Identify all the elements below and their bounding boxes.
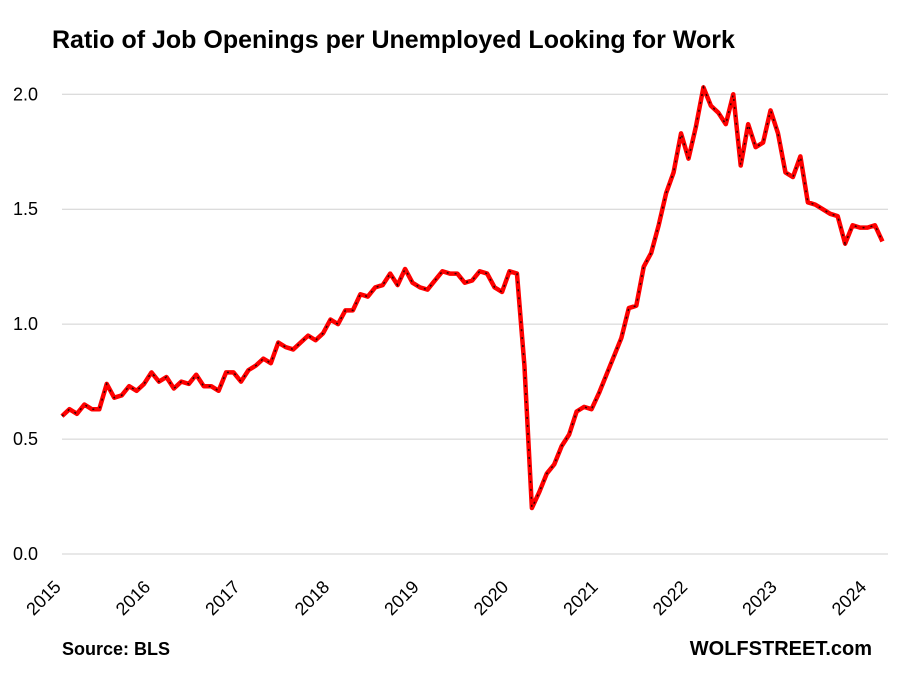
source-note: Source: BLS xyxy=(62,639,170,659)
y-tick-label: 0.5 xyxy=(13,429,38,449)
y-tick-label: 1.5 xyxy=(13,199,38,219)
line xyxy=(60,85,885,511)
y-tick-label: 1.0 xyxy=(13,314,38,334)
x-tick-label: 2023 xyxy=(738,577,780,619)
credit: WOLFSTREET.com xyxy=(690,638,872,660)
chart-title: Ratio of Job Openings per Unemployed Loo… xyxy=(52,26,735,54)
y-tick-label: 2.0 xyxy=(13,84,38,104)
line-dots xyxy=(61,84,884,509)
x-tick-label: 2018 xyxy=(291,577,333,619)
x-tick-label: 2015 xyxy=(22,577,64,619)
y-tick-label: 0.0 xyxy=(13,544,38,564)
x-tick-label: 2019 xyxy=(380,577,422,619)
x-tick-label: 2020 xyxy=(470,577,512,619)
x-tick-label: 2017 xyxy=(201,577,243,619)
x-tick-label: 2022 xyxy=(649,577,691,619)
x-tick-label: 2021 xyxy=(559,577,601,619)
x-tick-label: 2024 xyxy=(828,577,870,619)
x-tick-label: 2016 xyxy=(112,577,154,619)
